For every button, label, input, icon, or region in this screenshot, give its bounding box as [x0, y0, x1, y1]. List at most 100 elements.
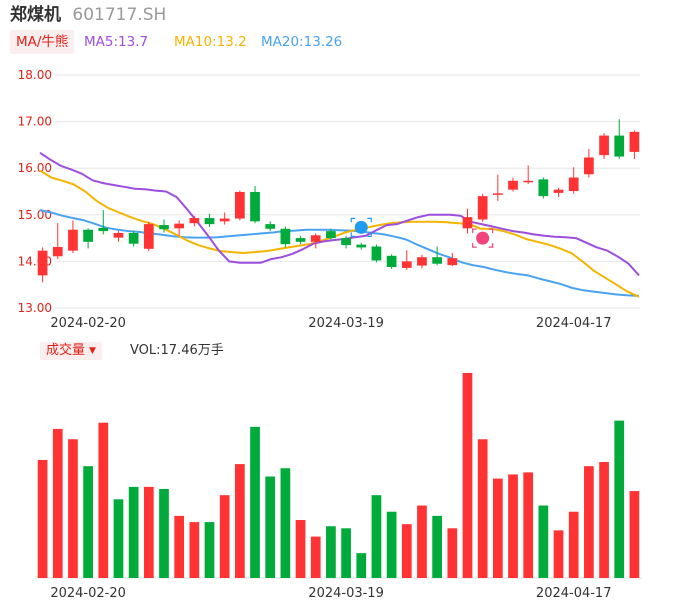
volume-bar — [83, 466, 93, 578]
price-tick-label: 16.00 — [18, 161, 52, 175]
bear-badge-frame — [350, 217, 372, 237]
volume-bar — [462, 373, 473, 578]
ma5-label: MA5:13.7 — [84, 34, 149, 50]
candle-body — [568, 177, 579, 192]
candle-body — [295, 238, 306, 242]
candle-body — [310, 235, 321, 242]
volume-bar — [174, 515, 185, 578]
volume-bar — [113, 499, 124, 578]
volume-bar — [599, 462, 609, 578]
ma10-label: MA10:13.2 — [174, 34, 247, 50]
volume-bar — [52, 428, 63, 578]
volume-bar — [492, 478, 503, 578]
candle-body — [265, 224, 276, 229]
volume-bar — [295, 520, 306, 578]
candle-body — [83, 229, 93, 242]
volume-bar — [219, 495, 230, 578]
volume-bar — [629, 491, 640, 578]
candle-body — [189, 218, 200, 224]
candle-body — [386, 255, 397, 267]
candle-body — [37, 250, 48, 276]
volume-date-tick-label: 2024-04-17 — [536, 586, 612, 601]
volume-bar — [508, 474, 518, 578]
volume-bar — [523, 472, 534, 578]
candle-body — [599, 135, 609, 156]
volume-bar — [326, 526, 336, 578]
stock-name: 郑煤机 — [10, 5, 61, 25]
candle-body — [584, 157, 594, 175]
volume-bar — [447, 528, 458, 578]
stock-code: 601717.SH — [72, 5, 167, 25]
candle-body — [462, 217, 473, 229]
candle-body — [326, 231, 336, 239]
candle-body — [477, 196, 488, 220]
candle-body — [174, 223, 185, 229]
candle-body — [113, 232, 124, 238]
volume-bar — [371, 495, 382, 578]
volume-bar — [235, 464, 245, 578]
volume-bar — [265, 476, 276, 578]
volume-bar — [68, 439, 78, 578]
candle-body — [143, 224, 154, 249]
candle-body — [68, 229, 78, 251]
volume-date-tick-label: 2024-02-20 — [50, 586, 126, 601]
candle-body — [98, 227, 109, 232]
candle-body — [219, 218, 230, 222]
volume-bar — [417, 505, 427, 578]
volume-bar — [568, 511, 579, 578]
candle-body — [538, 179, 549, 197]
candle-body — [614, 135, 625, 157]
ma-indicator-button[interactable]: MA/牛熊 — [10, 30, 75, 54]
date-tick-label: 2024-04-17 — [536, 316, 612, 331]
bull-badge-frame — [472, 228, 494, 248]
volume-bar — [538, 505, 549, 578]
volume-bar — [143, 486, 154, 578]
candle-body — [492, 193, 503, 195]
candle-body — [341, 238, 351, 246]
price-tick-label: 18.00 — [18, 68, 52, 82]
candle-body — [371, 246, 382, 261]
bull-badge-icon — [476, 231, 490, 245]
volume-button-label: 成交量 — [46, 343, 86, 358]
date-tick-label: 2024-03-19 — [308, 316, 384, 331]
candle-body — [250, 191, 260, 222]
candle-body — [235, 191, 245, 219]
stock-header: 郑煤机 601717.SH — [10, 4, 166, 26]
candle-body — [447, 258, 458, 266]
candle-body — [432, 257, 442, 264]
candle-body — [204, 218, 215, 225]
candle-body — [401, 261, 412, 268]
volume-bar — [280, 468, 291, 578]
bear-badge-icon — [354, 220, 368, 234]
price-tick-label: 17.00 — [18, 115, 52, 129]
volume-indicator-button[interactable]: 成交量 ▼ — [40, 342, 102, 360]
volume-bar — [584, 466, 594, 578]
volume-bar — [401, 524, 412, 578]
candle-body — [523, 180, 534, 183]
volume-bar — [128, 486, 139, 578]
candle-body — [508, 180, 518, 190]
volume-bar — [159, 488, 169, 578]
volume-bar — [553, 530, 564, 578]
price-tick-label: 15.00 — [18, 208, 52, 222]
volume-bar — [310, 536, 321, 578]
volume-bar — [386, 511, 397, 578]
volume-date-tick-label: 2024-03-19 — [308, 586, 384, 601]
ma20-line — [39, 209, 640, 297]
volume-bar — [614, 420, 625, 578]
candle-body — [128, 232, 139, 244]
candle-body — [629, 131, 640, 152]
volume-bar — [356, 553, 367, 578]
ma5-line — [39, 151, 640, 277]
price-tick-label: 13.00 — [18, 301, 52, 315]
volume-bar — [37, 459, 48, 578]
volume-bar — [341, 528, 351, 578]
volume-bar — [250, 426, 260, 578]
volume-value-label: VOL:17.46万手 — [130, 343, 224, 358]
dropdown-arrow-icon: ▼ — [89, 346, 96, 356]
candle-body — [417, 257, 427, 266]
ma10-line — [39, 169, 640, 298]
candle-body — [553, 189, 564, 193]
candle-body — [52, 246, 63, 257]
